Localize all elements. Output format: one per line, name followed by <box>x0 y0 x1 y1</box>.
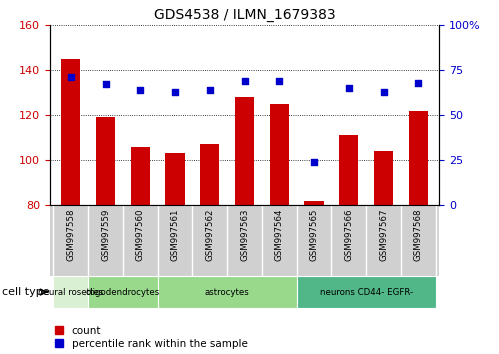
Text: GSM997565: GSM997565 <box>309 209 318 261</box>
Point <box>206 87 214 93</box>
Legend: count, percentile rank within the sample: count, percentile rank within the sample <box>55 326 248 349</box>
Point <box>101 81 109 87</box>
Text: GSM997560: GSM997560 <box>136 209 145 261</box>
Bar <box>374 151 393 205</box>
Bar <box>235 97 254 205</box>
Bar <box>131 147 150 205</box>
Point <box>380 89 388 95</box>
Bar <box>61 59 80 205</box>
Point <box>275 78 283 84</box>
Bar <box>296 276 436 308</box>
Bar <box>269 104 289 205</box>
Text: GSM997568: GSM997568 <box>414 209 423 261</box>
Text: GSM997561: GSM997561 <box>171 209 180 261</box>
Text: GSM997558: GSM997558 <box>66 209 75 261</box>
Point <box>310 159 318 165</box>
Text: neural rosettes: neural rosettes <box>38 287 103 297</box>
Text: GSM997563: GSM997563 <box>240 209 249 261</box>
Text: GSM997567: GSM997567 <box>379 209 388 261</box>
Bar <box>53 276 88 308</box>
Bar <box>158 276 296 308</box>
Point <box>136 87 144 93</box>
Text: GSM997566: GSM997566 <box>344 209 353 261</box>
Title: GDS4538 / ILMN_1679383: GDS4538 / ILMN_1679383 <box>154 8 335 22</box>
Point <box>414 80 422 85</box>
Text: neurons CD44- EGFR-: neurons CD44- EGFR- <box>319 287 413 297</box>
Text: GSM997562: GSM997562 <box>205 209 214 261</box>
Bar <box>339 135 358 205</box>
Bar <box>96 117 115 205</box>
Text: GSM997564: GSM997564 <box>275 209 284 261</box>
Point <box>67 74 75 80</box>
Point <box>241 78 249 84</box>
Point <box>345 85 353 91</box>
Text: cell type: cell type <box>2 287 50 297</box>
Text: oligodendrocytes: oligodendrocytes <box>86 287 160 297</box>
Bar <box>304 201 323 205</box>
Bar <box>200 144 220 205</box>
Point <box>171 89 179 95</box>
Bar <box>88 276 158 308</box>
Bar <box>409 110 428 205</box>
Text: astrocytes: astrocytes <box>205 287 250 297</box>
Bar <box>166 153 185 205</box>
Text: GSM997559: GSM997559 <box>101 209 110 261</box>
